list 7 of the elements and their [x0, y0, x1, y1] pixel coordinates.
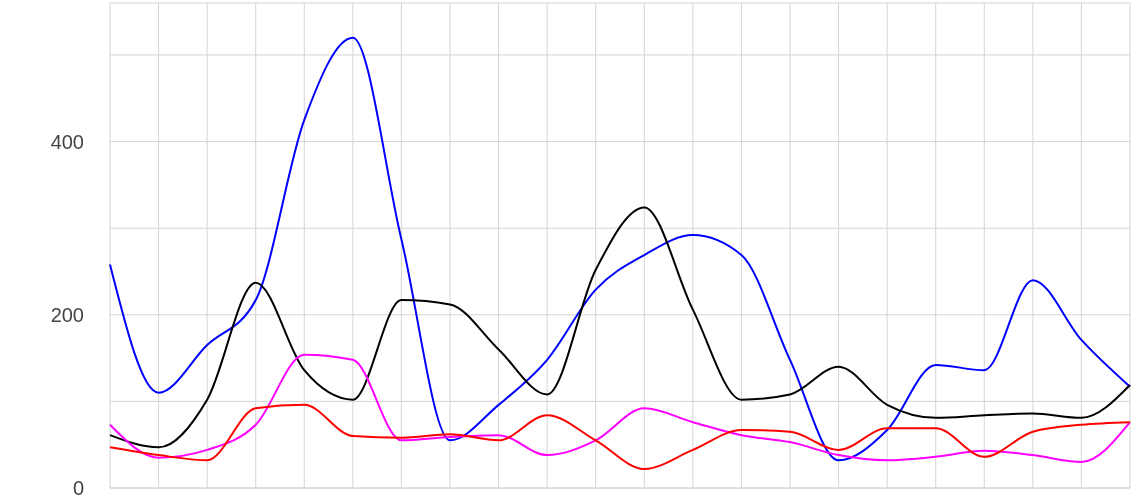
y-tick-label: 0: [72, 477, 84, 500]
y-tick-label: 400: [50, 130, 84, 153]
line-series: [109, 403, 1131, 470]
y-tick-label: 200: [50, 303, 84, 326]
line-series: [109, 36, 1131, 462]
line-series: [109, 206, 1131, 449]
line-series: [109, 353, 1131, 464]
